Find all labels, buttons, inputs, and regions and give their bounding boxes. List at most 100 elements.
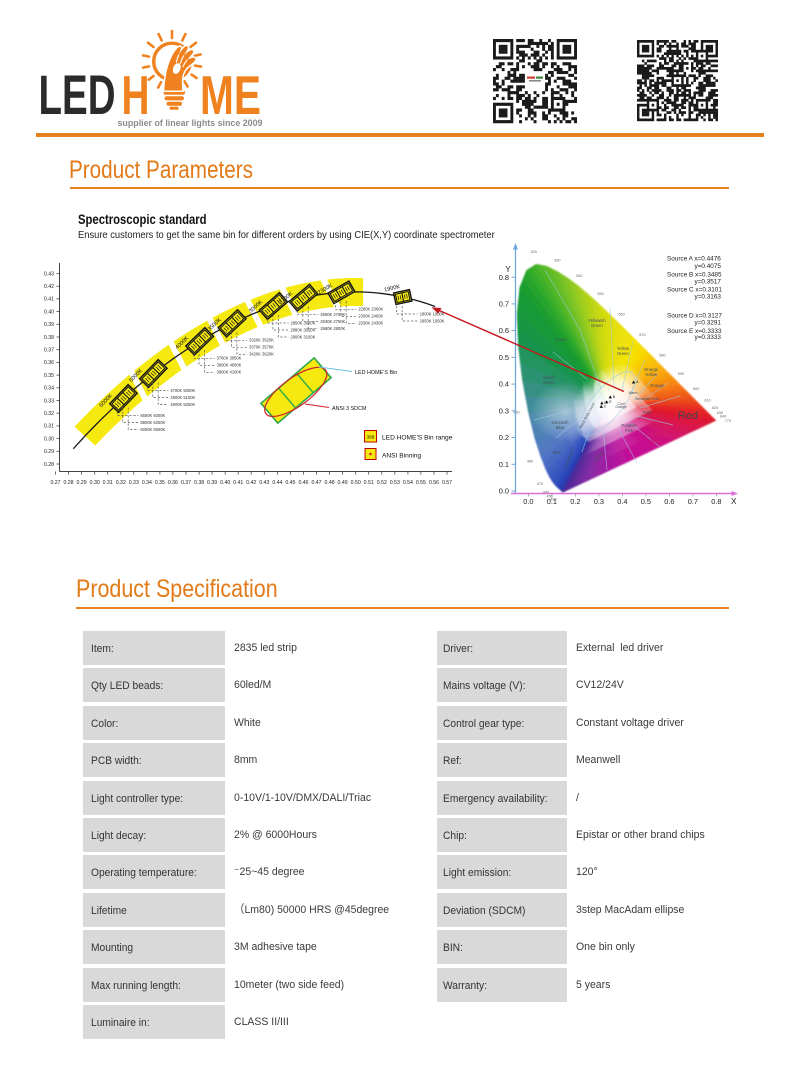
svg-text:0.38: 0.38 — [194, 480, 204, 486]
svg-text:0.4: 0.4 — [499, 380, 509, 389]
svg-text:560: 560 — [618, 312, 624, 316]
svg-text:0.42: 0.42 — [44, 284, 54, 290]
svg-text:0.57: 0.57 — [442, 480, 452, 486]
svg-text:5600K 6000K: 5600K 6000K — [140, 413, 165, 418]
svg-text:0.35: 0.35 — [155, 480, 165, 486]
svg-text:0.50: 0.50 — [351, 480, 361, 486]
svg-text:0.3: 0.3 — [499, 406, 509, 415]
svg-text:0.42: 0.42 — [246, 480, 256, 486]
svg-text:3420K 3620K: 3420K 3620K — [249, 352, 274, 357]
svg-text:0.56: 0.56 — [429, 480, 439, 486]
svg-text:770: 770 — [725, 419, 731, 423]
svg-text:Blue: Blue — [553, 450, 562, 455]
svg-text:3370K 3570K: 3370K 3570K — [249, 345, 274, 350]
svg-text:LED HOME’S Bin range: LED HOME’S Bin range — [382, 435, 453, 442]
svg-text:0.7: 0.7 — [688, 497, 698, 506]
svg-text:5800K 6250K: 5800K 6250K — [140, 420, 165, 425]
svg-text:610: 610 — [704, 399, 710, 403]
svg-text:0.53: 0.53 — [390, 480, 400, 486]
svg-text:0.43: 0.43 — [44, 271, 54, 277]
svg-text:0.39: 0.39 — [44, 322, 54, 328]
svg-text:0.54: 0.54 — [403, 480, 413, 486]
svg-text:2330K 2430K: 2330K 2430K — [358, 321, 383, 326]
svg-text:X: X — [731, 497, 737, 506]
svg-text:3700K 3950K: 3700K 3950K — [217, 356, 242, 361]
svg-text:Purplish Blue: Purplish Blue — [563, 449, 574, 469]
svg-text:0.31: 0.31 — [103, 480, 113, 486]
svg-text:0.52: 0.52 — [377, 480, 387, 486]
svg-text:460: 460 — [543, 491, 549, 495]
svg-text:0.33: 0.33 — [129, 480, 139, 486]
svg-text:Yellow: Yellow — [617, 346, 630, 351]
svg-text:Red: Red — [678, 410, 698, 422]
svg-text:0.5: 0.5 — [499, 353, 509, 362]
svg-text:LED: LED — [39, 63, 116, 126]
svg-text:Green: Green — [555, 337, 567, 342]
svg-text:600: 600 — [693, 387, 699, 391]
svg-text:0.39: 0.39 — [207, 480, 217, 486]
svg-text:3900K 4100K: 3900K 4100K — [217, 370, 242, 375]
svg-text:Yellow: Yellow — [645, 372, 658, 377]
svg-text:y=0.4075: y=0.4075 — [695, 263, 722, 270]
svg-text:A: A — [636, 380, 639, 384]
svg-text:Yellowish Pink: Yellowish Pink — [635, 397, 659, 401]
svg-text:6000K 6500K: 6000K 6500K — [140, 427, 165, 432]
svg-text:2900K 3100K: 2900K 3100K — [291, 334, 316, 339]
svg-text:470: 470 — [537, 482, 543, 486]
svg-text:Pink: Pink — [625, 428, 634, 433]
svg-text:ANSI 3 SDCM: ANSI 3 SDCM — [332, 406, 367, 412]
svg-text:0.30: 0.30 — [90, 480, 100, 486]
svg-text:1850K 1950K: 1850K 1950K — [420, 318, 445, 323]
svg-text:0.8: 0.8 — [711, 497, 721, 506]
svg-text:580: 580 — [659, 353, 665, 357]
svg-text:3800K 4000K: 3800K 4000K — [217, 363, 242, 368]
svg-text:540: 540 — [576, 274, 582, 278]
svg-text:0.37: 0.37 — [181, 480, 191, 486]
svg-text:630: 630 — [717, 411, 723, 415]
svg-text:Bluish: Bluish — [543, 375, 555, 380]
svg-text:0.41: 0.41 — [44, 297, 54, 303]
svg-text:2300K 2400K: 2300K 2400K — [358, 314, 383, 319]
svg-text:0.0: 0.0 — [499, 487, 509, 496]
svg-text:430: 430 — [550, 498, 556, 502]
svg-text:Blue: Blue — [556, 425, 565, 430]
svg-text:530: 530 — [554, 258, 560, 262]
svg-text:0.2: 0.2 — [499, 433, 509, 442]
svg-text:Green: Green — [543, 380, 555, 385]
svg-text:0.48: 0.48 — [325, 480, 335, 486]
svg-text:0.32: 0.32 — [116, 480, 126, 486]
svg-text:2880K 3050K: 2880K 3050K — [291, 327, 316, 332]
svg-text:y=0.3333: y=0.3333 — [695, 334, 722, 341]
svg-text:0.3: 0.3 — [594, 497, 604, 506]
svg-text:0.6: 0.6 — [499, 326, 509, 335]
svg-text:ME: ME — [200, 64, 261, 126]
svg-text:0.2: 0.2 — [570, 497, 580, 506]
svg-text:1900K: 1900K — [384, 284, 401, 293]
svg-text:2580K 2700K: 2580K 2700K — [320, 312, 345, 317]
svg-text:0.51: 0.51 — [364, 480, 374, 486]
svg-text:0.41: 0.41 — [233, 480, 243, 486]
svg-text:480: 480 — [527, 460, 533, 464]
svg-text:Red: Red — [650, 438, 662, 445]
svg-text:640: 640 — [720, 414, 726, 418]
svg-text:Source E x=0.3333: Source E x=0.3333 — [667, 328, 722, 335]
svg-text:C: C — [604, 405, 607, 409]
svg-text:2680K 2800K: 2680K 2800K — [320, 326, 345, 331]
svg-text:0.36: 0.36 — [44, 360, 54, 366]
svg-text:Cool: Cool — [618, 402, 625, 406]
svg-text:0.46: 0.46 — [298, 480, 308, 486]
svg-text:0.32: 0.32 — [44, 411, 54, 417]
svg-text:Purplish: Purplish — [645, 431, 668, 438]
svg-text:supplier of linear lights sinc: supplier of linear lights since 2009 — [118, 118, 263, 129]
svg-text:0.28: 0.28 — [63, 480, 73, 486]
svg-text:ANSI Binning: ANSI Binning — [382, 453, 422, 460]
svg-text:0.49: 0.49 — [338, 480, 348, 486]
svg-text:Green: Green — [617, 351, 629, 356]
svg-text:2850K 3000K: 2850K 3000K — [291, 320, 316, 325]
svg-text:30B: 30B — [367, 435, 375, 440]
svg-text:0.30: 0.30 — [44, 436, 54, 442]
svg-text:0.0: 0.0 — [523, 497, 533, 506]
svg-text:2280K 2360K: 2280K 2360K — [358, 307, 383, 312]
svg-text:2630K 2750K: 2630K 2750K — [320, 319, 345, 324]
svg-text:Orange: Orange — [615, 405, 626, 409]
